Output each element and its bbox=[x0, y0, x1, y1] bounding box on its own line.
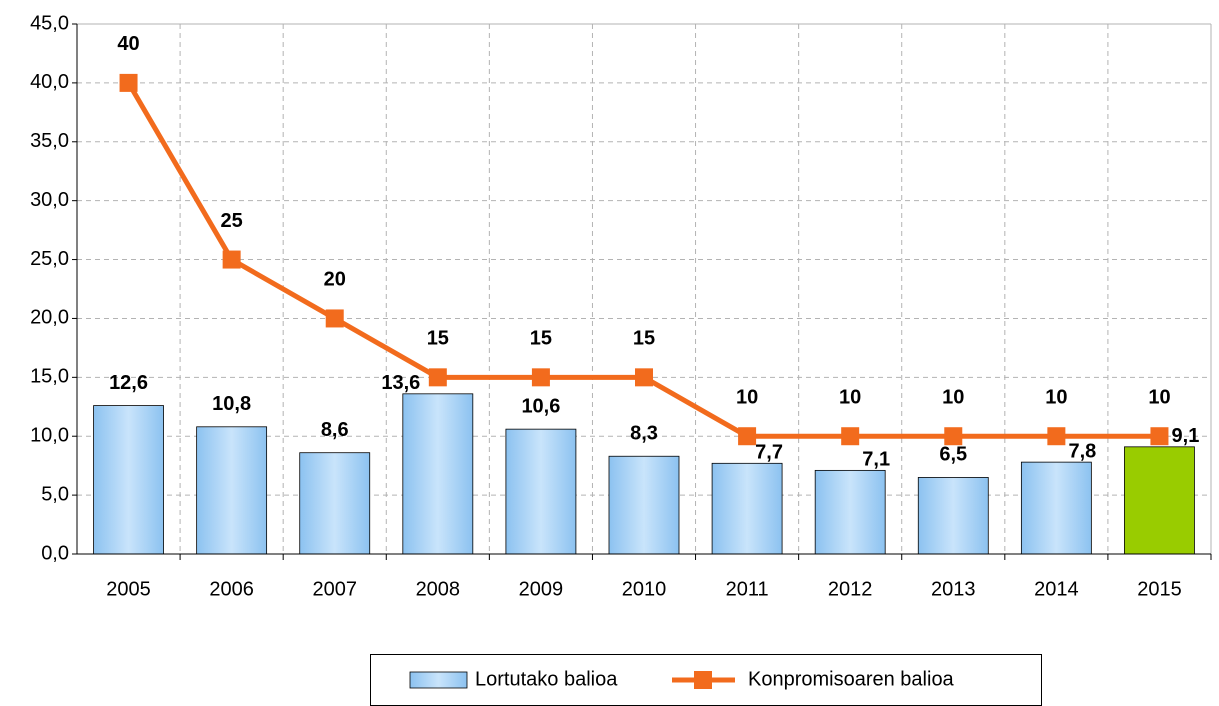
y-tick-label: 5,0 bbox=[41, 483, 69, 505]
y-tick-label: 40,0 bbox=[30, 71, 69, 93]
line-value-label: 25 bbox=[221, 210, 243, 232]
x-tick-label: 2013 bbox=[931, 578, 976, 600]
line-value-label: 10 bbox=[839, 387, 861, 409]
y-tick-label: 35,0 bbox=[30, 130, 69, 152]
line-value-label: 15 bbox=[530, 328, 552, 350]
line-marker bbox=[531, 368, 550, 387]
x-tick-label: 2011 bbox=[726, 578, 769, 600]
y-tick-label: 25,0 bbox=[30, 248, 69, 270]
bar bbox=[93, 405, 164, 555]
line-value-label: 15 bbox=[427, 328, 449, 350]
bar-value-label: 10,6 bbox=[521, 395, 560, 417]
line-marker bbox=[428, 368, 447, 387]
bar bbox=[814, 469, 886, 555]
bar-value-label: 8,3 bbox=[630, 423, 658, 445]
bar bbox=[505, 428, 577, 555]
line-value-label: 20 bbox=[324, 269, 346, 291]
line-marker bbox=[635, 368, 653, 387]
line-value-label: 10 bbox=[942, 387, 964, 409]
x-tick-label: 2015 bbox=[1137, 578, 1182, 600]
bar-value-label: 9,1 bbox=[1172, 425, 1200, 447]
line-marker bbox=[841, 427, 860, 446]
legend-swatch bbox=[409, 671, 468, 689]
bar bbox=[711, 462, 783, 555]
bar-value-label: 12,6 bbox=[109, 372, 148, 394]
y-tick-label: 0,0 bbox=[41, 542, 69, 564]
bar-value-label: 10,8 bbox=[212, 393, 251, 415]
bar-value-label: 8,6 bbox=[321, 419, 349, 441]
line-value-label: 10 bbox=[1148, 387, 1170, 409]
y-tick-label: 30,0 bbox=[30, 189, 69, 211]
line-marker bbox=[119, 73, 138, 92]
legend-marker bbox=[694, 671, 712, 689]
x-tick-label: 2006 bbox=[209, 578, 254, 600]
bar bbox=[196, 426, 268, 555]
x-tick-label: 2009 bbox=[519, 578, 564, 600]
x-tick-label: 2007 bbox=[312, 578, 357, 600]
line-marker bbox=[738, 427, 757, 446]
x-tick-label: 2008 bbox=[416, 578, 461, 600]
x-tick-label: 2014 bbox=[1034, 578, 1079, 600]
line-marker bbox=[325, 309, 344, 328]
line-marker bbox=[1150, 427, 1169, 446]
bar-value-label: 7,8 bbox=[1068, 440, 1096, 462]
line-value-label: 10 bbox=[1045, 387, 1067, 409]
bar bbox=[608, 455, 680, 555]
bar-value-label: 7,1 bbox=[862, 449, 890, 471]
bar bbox=[917, 477, 989, 555]
y-tick-label: 20,0 bbox=[30, 307, 69, 329]
bar bbox=[299, 452, 371, 555]
bar-value-label: 6,5 bbox=[939, 444, 967, 466]
bar bbox=[1020, 461, 1092, 555]
line-value-label: 40 bbox=[117, 33, 139, 55]
x-tick-label: 2012 bbox=[828, 578, 873, 600]
bar-value-label: 13,6 bbox=[381, 372, 420, 394]
line-value-label: 15 bbox=[633, 328, 655, 350]
line-marker bbox=[1047, 427, 1066, 446]
x-tick-label: 2005 bbox=[106, 578, 151, 600]
line-marker bbox=[944, 427, 963, 446]
y-tick-label: 45,0 bbox=[30, 12, 69, 34]
y-tick-label: 10,0 bbox=[30, 425, 69, 447]
line-marker bbox=[222, 250, 241, 269]
legend-label: Konpromisoaren balioa bbox=[748, 668, 955, 690]
bar-value-label: 7,7 bbox=[755, 442, 783, 464]
legend-label: Lortutako balioa bbox=[475, 668, 618, 690]
y-tick-label: 15,0 bbox=[30, 366, 69, 388]
bar bbox=[402, 393, 474, 555]
x-tick-label: 2010 bbox=[622, 578, 667, 600]
bar bbox=[1124, 446, 1195, 555]
line-value-label: 10 bbox=[736, 387, 758, 409]
